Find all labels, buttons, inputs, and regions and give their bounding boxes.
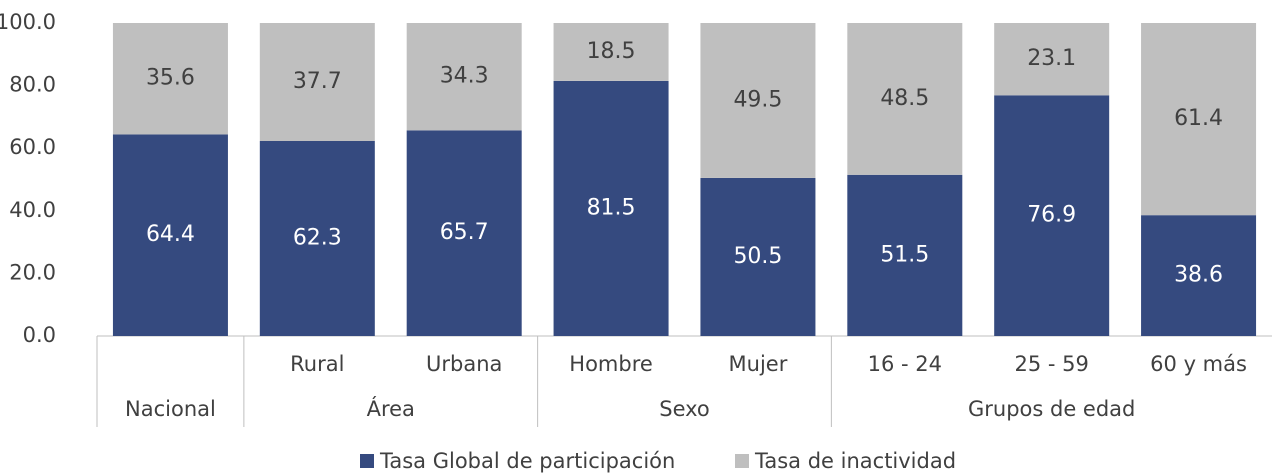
bar-segment [994, 23, 1110, 96]
x-tick-label: Hombre [569, 352, 653, 376]
value-label: 51.5 [880, 242, 929, 267]
group-label: Sexo [659, 397, 710, 421]
x-tick-label: 16 - 24 [868, 352, 942, 376]
value-label: 49.5 [733, 87, 782, 112]
y-tick-label: 40.0 [9, 198, 56, 222]
y-tick-label: 100.0 [0, 10, 56, 34]
value-label: 34.3 [440, 64, 489, 89]
bar-segment [259, 23, 375, 142]
x-tick-label: Mujer [729, 352, 788, 376]
x-tick-label: 60 y más [1150, 352, 1247, 376]
bar-segment [112, 23, 228, 135]
legend-label: Tasa Global de participación [379, 449, 675, 473]
bar-segment [994, 95, 1110, 336]
y-tick-label: 0.0 [23, 323, 56, 347]
bar-segment [406, 130, 522, 336]
value-label: 18.5 [587, 39, 636, 64]
value-label: 23.1 [1027, 46, 1076, 71]
value-label: 50.5 [733, 244, 782, 269]
legend-marker [360, 454, 374, 468]
value-label: 37.7 [293, 69, 342, 94]
group-label: Nacional [125, 397, 216, 421]
bar-segment [553, 23, 669, 81]
bar-segment [700, 177, 816, 336]
value-label: 65.7 [440, 220, 489, 245]
bar-segment [553, 80, 669, 336]
value-label: 48.5 [880, 86, 929, 111]
bar-segment [112, 134, 228, 336]
y-tick-label: 20.0 [9, 260, 56, 284]
bar-segment [259, 141, 375, 336]
value-label: 61.4 [1174, 106, 1223, 131]
bar-segment [847, 23, 963, 175]
group-label: Grupos de edad [968, 397, 1135, 421]
bar-segment [1141, 215, 1257, 336]
value-label: 76.9 [1027, 203, 1076, 228]
bar-segment [1141, 23, 1257, 216]
legend-label: Tasa de inactividad [754, 449, 956, 473]
bar-segment [847, 174, 963, 336]
y-tick-label: 80.0 [9, 73, 56, 97]
x-tick-label: Urbana [426, 352, 502, 376]
group-label: Área [367, 396, 415, 421]
x-tick-label: Rural [290, 352, 344, 376]
y-tick-label: 60.0 [9, 135, 56, 159]
bar-segment [700, 23, 816, 178]
bar-segment [406, 23, 522, 131]
value-label: 35.6 [146, 66, 195, 91]
value-label: 64.4 [146, 222, 195, 247]
value-label: 38.6 [1174, 263, 1223, 288]
value-label: 62.3 [293, 226, 342, 251]
legend-marker [735, 454, 749, 468]
x-tick-label: 25 - 59 [1015, 352, 1089, 376]
value-label: 81.5 [587, 195, 636, 220]
